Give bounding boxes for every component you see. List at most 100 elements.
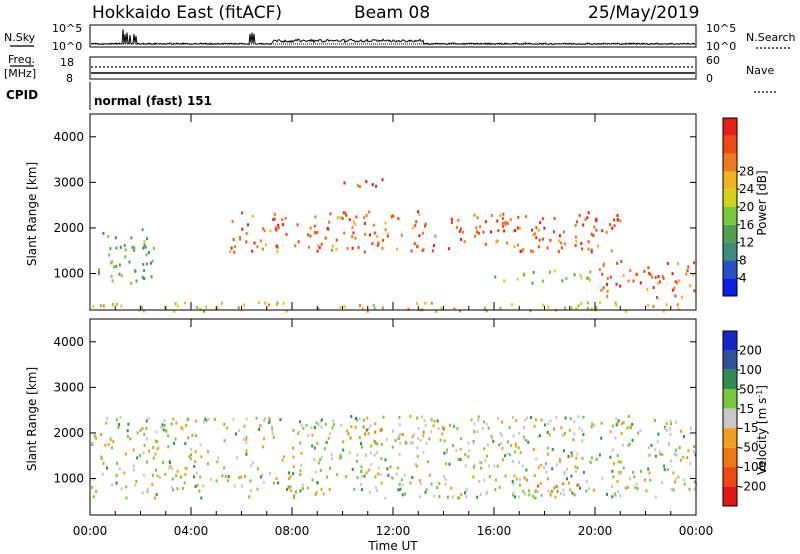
scatter-cell	[150, 261, 152, 265]
scatter-cell	[525, 215, 528, 218]
scatter-cell	[141, 306, 144, 310]
scatter-cell	[132, 448, 135, 452]
scatter-cell	[530, 249, 532, 253]
scatter-cell	[450, 217, 453, 221]
y-tick-label: 3000	[53, 175, 84, 189]
scatter-cell	[622, 421, 625, 424]
scatter-cell	[368, 210, 371, 214]
scatter-cell	[317, 307, 320, 311]
scatter-cell	[169, 464, 172, 468]
scatter-cell	[464, 464, 467, 468]
scatter-cell	[586, 301, 589, 305]
scatter-cell	[382, 238, 385, 242]
scatter-cell	[442, 427, 445, 431]
scatter-cell	[216, 306, 219, 310]
scatter-cell	[602, 262, 605, 266]
scatter-cell	[325, 440, 328, 444]
scatter-cell	[345, 214, 348, 217]
scatter-cell	[595, 457, 598, 461]
scatter-cell	[460, 493, 463, 496]
scatter-cell	[537, 245, 540, 249]
scatter-cell	[240, 484, 243, 488]
scatter-cell	[579, 486, 581, 490]
scatter-cell	[616, 261, 619, 265]
scatter-cell	[152, 246, 155, 250]
scatter-cell	[541, 217, 544, 221]
scatter-cell	[274, 226, 277, 230]
scatter-cell	[588, 460, 591, 464]
scatter-cell	[183, 481, 186, 485]
scatter-cell	[656, 440, 659, 444]
scatter-cell	[628, 442, 631, 446]
scatter-cell	[292, 455, 295, 459]
scatter-cell	[245, 240, 248, 244]
scatter-cell	[271, 428, 274, 432]
scatter-cell	[561, 433, 564, 437]
scatter-cell	[135, 279, 138, 283]
scatter-cell	[422, 434, 425, 438]
scatter-cell	[284, 216, 287, 220]
scatter-cell	[617, 419, 620, 423]
scatter-cell	[397, 437, 400, 440]
scatter-cell	[310, 426, 313, 430]
scatter-cell	[360, 465, 363, 469]
scatter-cell	[522, 490, 525, 493]
scatter-cell	[256, 245, 259, 249]
scatter-cell	[320, 455, 323, 459]
scatter-cell	[277, 481, 280, 485]
scatter-cell	[589, 461, 592, 464]
scatter-cell	[283, 455, 285, 459]
scatter-cell	[647, 446, 650, 450]
scatter-cell	[311, 444, 314, 448]
scatter-cell	[168, 466, 171, 470]
scatter-cell	[330, 453, 333, 457]
scatter-cell	[555, 463, 558, 467]
scatter-cell	[606, 492, 608, 496]
scatter-cell	[636, 487, 639, 491]
scatter-cell	[414, 224, 417, 228]
scatter-cell	[143, 269, 146, 272]
scatter-cell	[196, 483, 199, 487]
scatter-cell	[683, 435, 685, 438]
scatter-cell	[602, 286, 605, 290]
station-title: Hokkaido East (fitACF)	[92, 3, 282, 23]
scatter-cell	[109, 438, 112, 442]
scatter-cell	[155, 468, 157, 472]
scatter-cell	[445, 450, 448, 454]
power-marks	[92, 178, 696, 313]
scatter-cell	[517, 446, 520, 450]
scatter-cell	[100, 457, 103, 460]
scatter-cell	[574, 244, 577, 247]
power-panel: 1000 2000 3000 4000 Slant Range [km]	[25, 113, 697, 313]
scatter-cell	[515, 477, 518, 481]
scatter-cell	[167, 445, 170, 449]
scatter-cell	[615, 282, 618, 286]
scatter-cell	[545, 470, 548, 474]
scatter-cell	[496, 219, 499, 223]
scatter-cell	[400, 478, 403, 482]
scatter-cell	[537, 434, 540, 438]
scatter-cell	[299, 469, 302, 473]
scatter-cell	[241, 227, 244, 231]
scatter-cell	[327, 227, 330, 231]
scatter-cell	[459, 458, 462, 461]
scatter-cell	[401, 483, 404, 487]
scatter-cell	[616, 490, 619, 494]
scatter-cell	[602, 264, 605, 268]
scatter-cell	[548, 433, 551, 437]
scatter-cell	[540, 418, 543, 422]
scatter-cell	[372, 223, 375, 227]
scatter-cell	[674, 448, 677, 452]
scatter-cell	[354, 222, 357, 226]
scatter-cell	[453, 307, 456, 311]
scatter-cell	[305, 423, 308, 427]
scatter-cell	[207, 462, 209, 466]
scatter-cell	[649, 478, 652, 482]
nsky-tick-bottom: 10^0	[52, 40, 82, 53]
scatter-cell	[347, 432, 350, 436]
scatter-cell	[91, 441, 94, 445]
colorbar-segment	[723, 350, 737, 370]
scatter-cell	[448, 462, 451, 466]
scatter-cell	[426, 460, 429, 464]
scatter-cell	[179, 475, 182, 479]
